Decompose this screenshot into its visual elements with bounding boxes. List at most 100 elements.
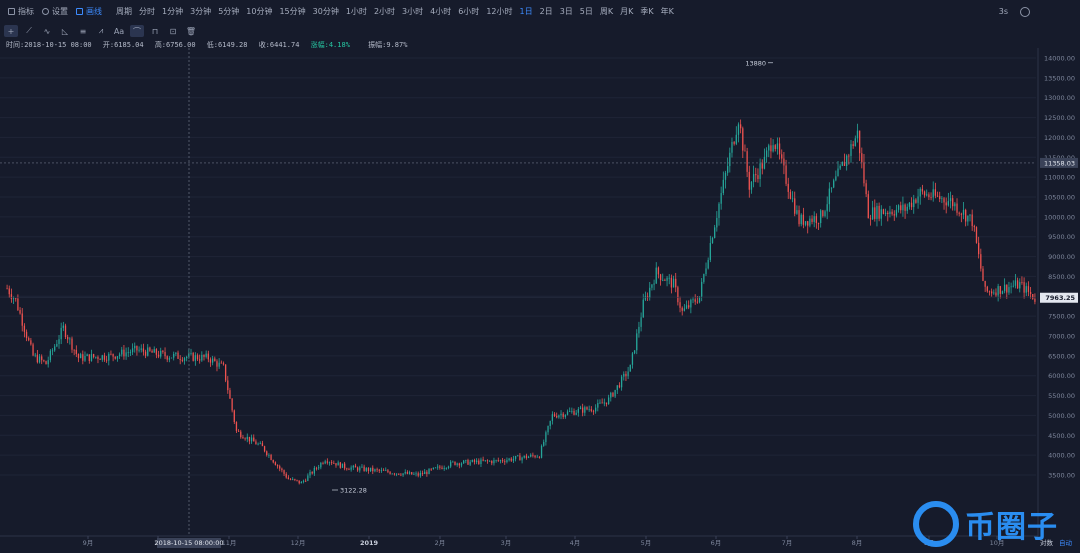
indicators-button[interactable]: 指标 (8, 6, 34, 17)
candle-body (64, 325, 67, 338)
candle-body (131, 348, 134, 353)
period-tab-12[interactable]: 12小时 (486, 6, 513, 16)
candle-body (841, 161, 843, 166)
candle-body (871, 207, 874, 220)
x-tick-label: 11月 (222, 539, 237, 547)
info-close: 收:6441.74 (258, 41, 300, 49)
candle-body (12, 298, 15, 300)
watermark-logo: 币圈子 (913, 501, 1058, 547)
candle-body (993, 292, 995, 294)
candle-body (192, 352, 194, 361)
period-tab-4[interactable]: 10分钟 (246, 6, 273, 16)
brush-icon[interactable]: ∿ (43, 26, 51, 36)
candle-body (499, 460, 502, 461)
candle-body (95, 356, 97, 358)
candle-body (655, 267, 657, 284)
period-tab-2[interactable]: 3分钟 (190, 6, 212, 16)
period-tab-9[interactable]: 3小时 (402, 6, 424, 16)
text-icon[interactable]: Aa (113, 26, 125, 36)
candle-body (519, 455, 521, 461)
period-tab-5[interactable]: 15分钟 (279, 6, 306, 16)
candle-body (934, 189, 937, 196)
candle-body (495, 460, 497, 461)
period-tab-10[interactable]: 4小时 (430, 6, 452, 16)
candle-body (90, 354, 93, 361)
candle-body (644, 296, 647, 300)
candle-body (196, 355, 199, 360)
period-tab-17[interactable]: 周K (599, 6, 614, 16)
lock-icon[interactable]: ⊡ (169, 26, 177, 36)
candle-body (986, 286, 988, 292)
wave-icon[interactable]: ⩘ (98, 26, 104, 35)
candle-body (458, 463, 460, 466)
candle-body (324, 461, 326, 464)
period-tab-19[interactable]: 季K (640, 6, 654, 16)
fib-icon[interactable]: ◺ (61, 26, 69, 36)
crosshair-icon[interactable]: + (4, 25, 18, 37)
candle-body (144, 351, 147, 356)
candle-body (190, 352, 192, 354)
candle-body (605, 402, 608, 405)
period-tab-3[interactable]: 5分钟 (218, 6, 240, 16)
candle-body (692, 299, 694, 301)
candle-body (990, 291, 993, 294)
candle-body (41, 356, 43, 361)
time-axis: 9月 10 11月 12月 2019 2月 3月 4月 5月 6月 7月 8月 9月 10月 对数 自动 (0, 535, 1073, 547)
period-tab-6[interactable]: 30分钟 (312, 6, 339, 16)
candle-body (49, 350, 52, 361)
period-tab-0[interactable]: 分时 (139, 6, 155, 16)
period-tab-7[interactable]: 1小时 (345, 6, 367, 16)
candle-body (385, 470, 387, 472)
candle-body (6, 288, 8, 290)
candle-body (67, 337, 69, 340)
candle-body (631, 353, 634, 365)
candle-body (878, 205, 880, 219)
window-mode-select[interactable]: 单窗口 (1039, 5, 1070, 19)
period-tab-14[interactable]: 2日 (539, 6, 553, 16)
x-tick-label: 9月 (83, 539, 94, 547)
period-tab-16[interactable]: 5日 (579, 6, 593, 16)
candle-body (675, 278, 677, 288)
candle-body (134, 345, 136, 349)
candle-body (56, 343, 58, 347)
candle-body (209, 359, 212, 363)
settings-button[interactable]: 设置 (42, 6, 68, 17)
candle-body (727, 166, 729, 173)
magnet-icon[interactable]: ⊓ (151, 26, 159, 36)
candle-body (322, 462, 324, 464)
period-tab-15[interactable]: 3日 (559, 6, 573, 16)
candle-body (595, 407, 597, 412)
ruler-icon[interactable]: ⌒ (130, 25, 144, 37)
period-tab-1[interactable]: 1分钟 (162, 6, 184, 16)
candle-body (488, 461, 491, 462)
candle-body (508, 458, 510, 461)
candle-body (965, 209, 967, 222)
period-tab-8[interactable]: 2小时 (373, 6, 396, 16)
candle-body (417, 473, 419, 476)
candle-body (532, 454, 534, 456)
y-tick-label: 12000.00 (1044, 134, 1075, 142)
candle-body (861, 153, 863, 163)
period-label: 周期 (116, 6, 132, 16)
period-tab-18[interactable]: 月K (620, 6, 634, 16)
trash-icon[interactable]: 🗑 (185, 26, 197, 36)
refresh-interval[interactable]: 3s (998, 6, 1008, 16)
indicators-icon (8, 7, 15, 15)
candle-body (439, 466, 441, 468)
period-tab-13[interactable]: 1日 (519, 6, 533, 16)
candle-body (995, 292, 997, 296)
drawing-button[interactable]: 画线 (76, 6, 102, 17)
horizontal-icon[interactable]: ≡ (79, 26, 87, 36)
period-tab-20[interactable]: 年K (660, 6, 674, 16)
crosshair-date-label: 2018-10-15 08:00:00 (154, 539, 223, 547)
candle-body (162, 350, 164, 353)
candle-body (300, 481, 303, 484)
candle-body (737, 124, 740, 135)
candle-body (43, 360, 45, 362)
candle-body (250, 437, 253, 442)
candle-body (928, 194, 930, 198)
period-tab-11[interactable]: 6小时 (458, 6, 480, 16)
trendline-icon[interactable]: ⟋ (26, 26, 32, 35)
chart-settings-icon[interactable] (1020, 7, 1030, 17)
